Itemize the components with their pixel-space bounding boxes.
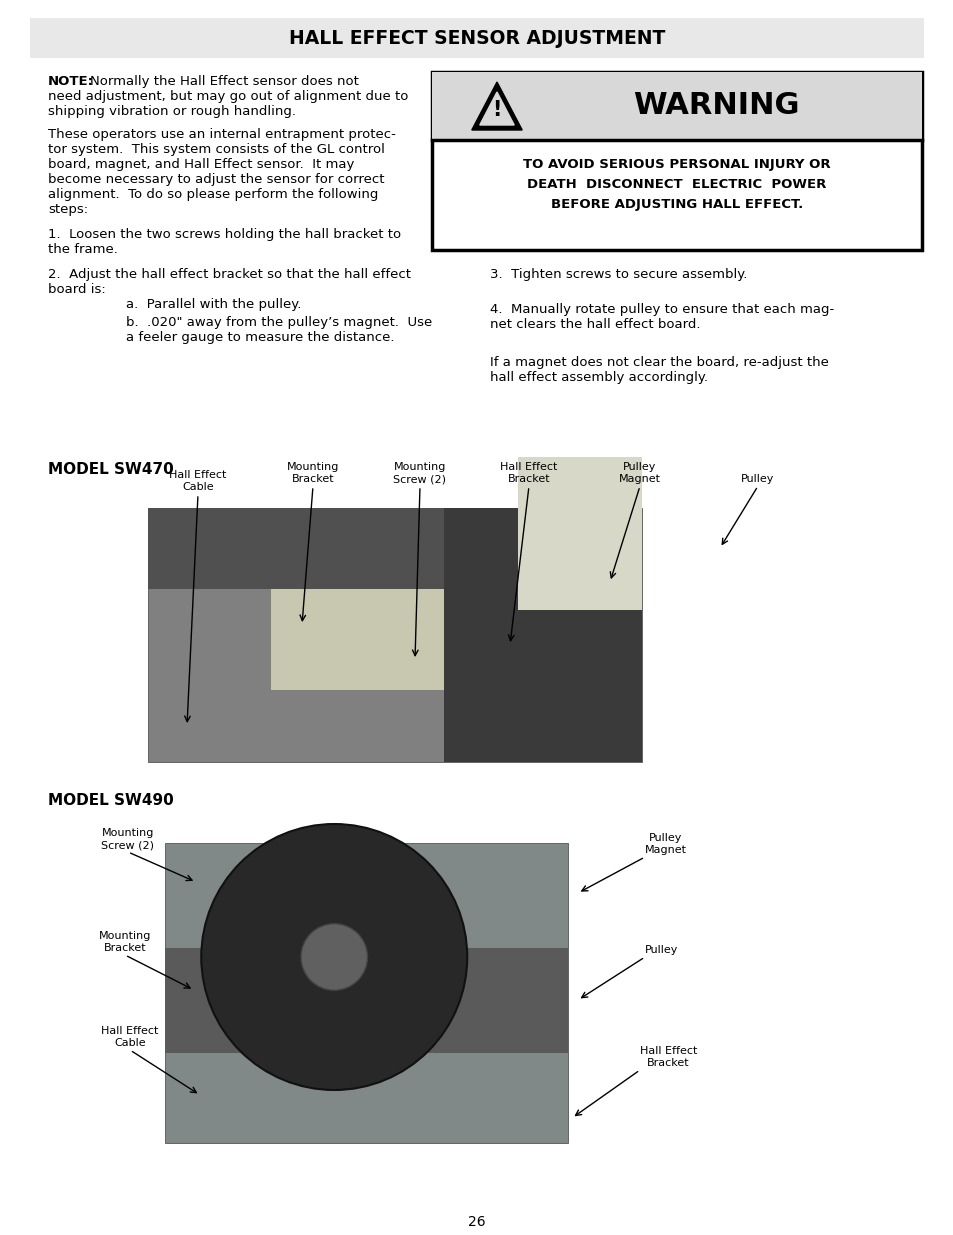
Bar [165, 948, 567, 1053]
Text: a feeler gauge to measure the distance.: a feeler gauge to measure the distance. [126, 331, 395, 345]
Bar [444, 508, 641, 762]
Text: BEFORE ADJUSTING HALL EFFECT.: BEFORE ADJUSTING HALL EFFECT. [550, 198, 802, 211]
Text: !: ! [492, 100, 501, 120]
Text: 1.  Loosen the two screws holding the hall bracket to: 1. Loosen the two screws holding the hal… [48, 228, 400, 241]
Text: a.  Parallel with the pulley.: a. Parallel with the pulley. [126, 298, 301, 311]
Text: Pulley: Pulley [740, 474, 774, 484]
Circle shape [201, 824, 467, 1091]
Bar [148, 508, 641, 589]
Bar [272, 589, 494, 690]
Text: MODEL SW470: MODEL SW470 [48, 462, 173, 477]
Bar [432, 72, 921, 140]
Text: Hall Effect
Bracket: Hall Effect Bracket [639, 1046, 697, 1068]
Text: hall effect assembly accordingly.: hall effect assembly accordingly. [490, 370, 707, 384]
Text: 26: 26 [468, 1215, 485, 1229]
Text: DEATH  DISCONNECT  ELECTRIC  POWER: DEATH DISCONNECT ELECTRIC POWER [527, 178, 826, 191]
Circle shape [301, 924, 367, 990]
Text: Mounting
Screw (2): Mounting Screw (2) [393, 462, 446, 484]
Text: If a magnet does not clear the board, re-adjust the: If a magnet does not clear the board, re… [490, 356, 828, 369]
Text: b.  .020" away from the pulley’s magnet.  Use: b. .020" away from the pulley’s magnet. … [126, 316, 432, 329]
Text: steps:: steps: [48, 203, 88, 216]
Bar [432, 72, 921, 249]
Text: MODEL SW490: MODEL SW490 [48, 793, 173, 808]
Text: WARNING: WARNING [632, 91, 799, 121]
Bar [165, 844, 567, 1144]
Text: Normally the Hall Effect sensor does not: Normally the Hall Effect sensor does not [90, 75, 358, 88]
Text: Hall Effect
Cable: Hall Effect Cable [169, 471, 227, 492]
Text: 3.  Tighten screws to secure assembly.: 3. Tighten screws to secure assembly. [490, 268, 746, 282]
Text: Mounting
Screw (2): Mounting Screw (2) [101, 829, 154, 850]
Bar [30, 19, 923, 58]
Text: NOTE:: NOTE: [48, 75, 94, 88]
Text: Hall Effect
Bracket: Hall Effect Bracket [499, 462, 558, 484]
Text: HALL EFFECT SENSOR ADJUSTMENT: HALL EFFECT SENSOR ADJUSTMENT [289, 28, 664, 47]
Text: shipping vibration or rough handling.: shipping vibration or rough handling. [48, 105, 295, 119]
Polygon shape [479, 91, 514, 125]
Text: tor system.  This system consists of the GL control: tor system. This system consists of the … [48, 143, 384, 156]
Text: Pulley: Pulley [644, 945, 678, 955]
Bar [518, 457, 641, 610]
Text: board is:: board is: [48, 283, 106, 296]
Text: need adjustment, but may go out of alignment due to: need adjustment, but may go out of align… [48, 90, 408, 103]
Text: Mounting
Bracket: Mounting Bracket [287, 462, 339, 484]
Text: 2.  Adjust the hall effect bracket so that the hall effect: 2. Adjust the hall effect bracket so tha… [48, 268, 411, 282]
Polygon shape [472, 82, 521, 130]
Text: Pulley
Magnet: Pulley Magnet [618, 462, 660, 484]
Text: Pulley
Magnet: Pulley Magnet [644, 834, 686, 855]
Text: TO AVOID SERIOUS PERSONAL INJURY OR: TO AVOID SERIOUS PERSONAL INJURY OR [522, 158, 830, 170]
Text: Mounting
Bracket: Mounting Bracket [99, 931, 151, 953]
Text: Hall Effect
Cable: Hall Effect Cable [101, 1026, 158, 1049]
Text: board, magnet, and Hall Effect sensor.  It may: board, magnet, and Hall Effect sensor. I… [48, 158, 354, 170]
Text: 4.  Manually rotate pulley to ensure that each mag-: 4. Manually rotate pulley to ensure that… [490, 303, 833, 316]
Text: alignment.  To do so please perform the following: alignment. To do so please perform the f… [48, 188, 378, 201]
Text: the frame.: the frame. [48, 243, 118, 256]
Text: These operators use an internal entrapment protec-: These operators use an internal entrapme… [48, 128, 395, 141]
Text: become necessary to adjust the sensor for correct: become necessary to adjust the sensor fo… [48, 173, 384, 186]
Text: net clears the hall effect board.: net clears the hall effect board. [490, 317, 700, 331]
Bar [148, 508, 641, 762]
